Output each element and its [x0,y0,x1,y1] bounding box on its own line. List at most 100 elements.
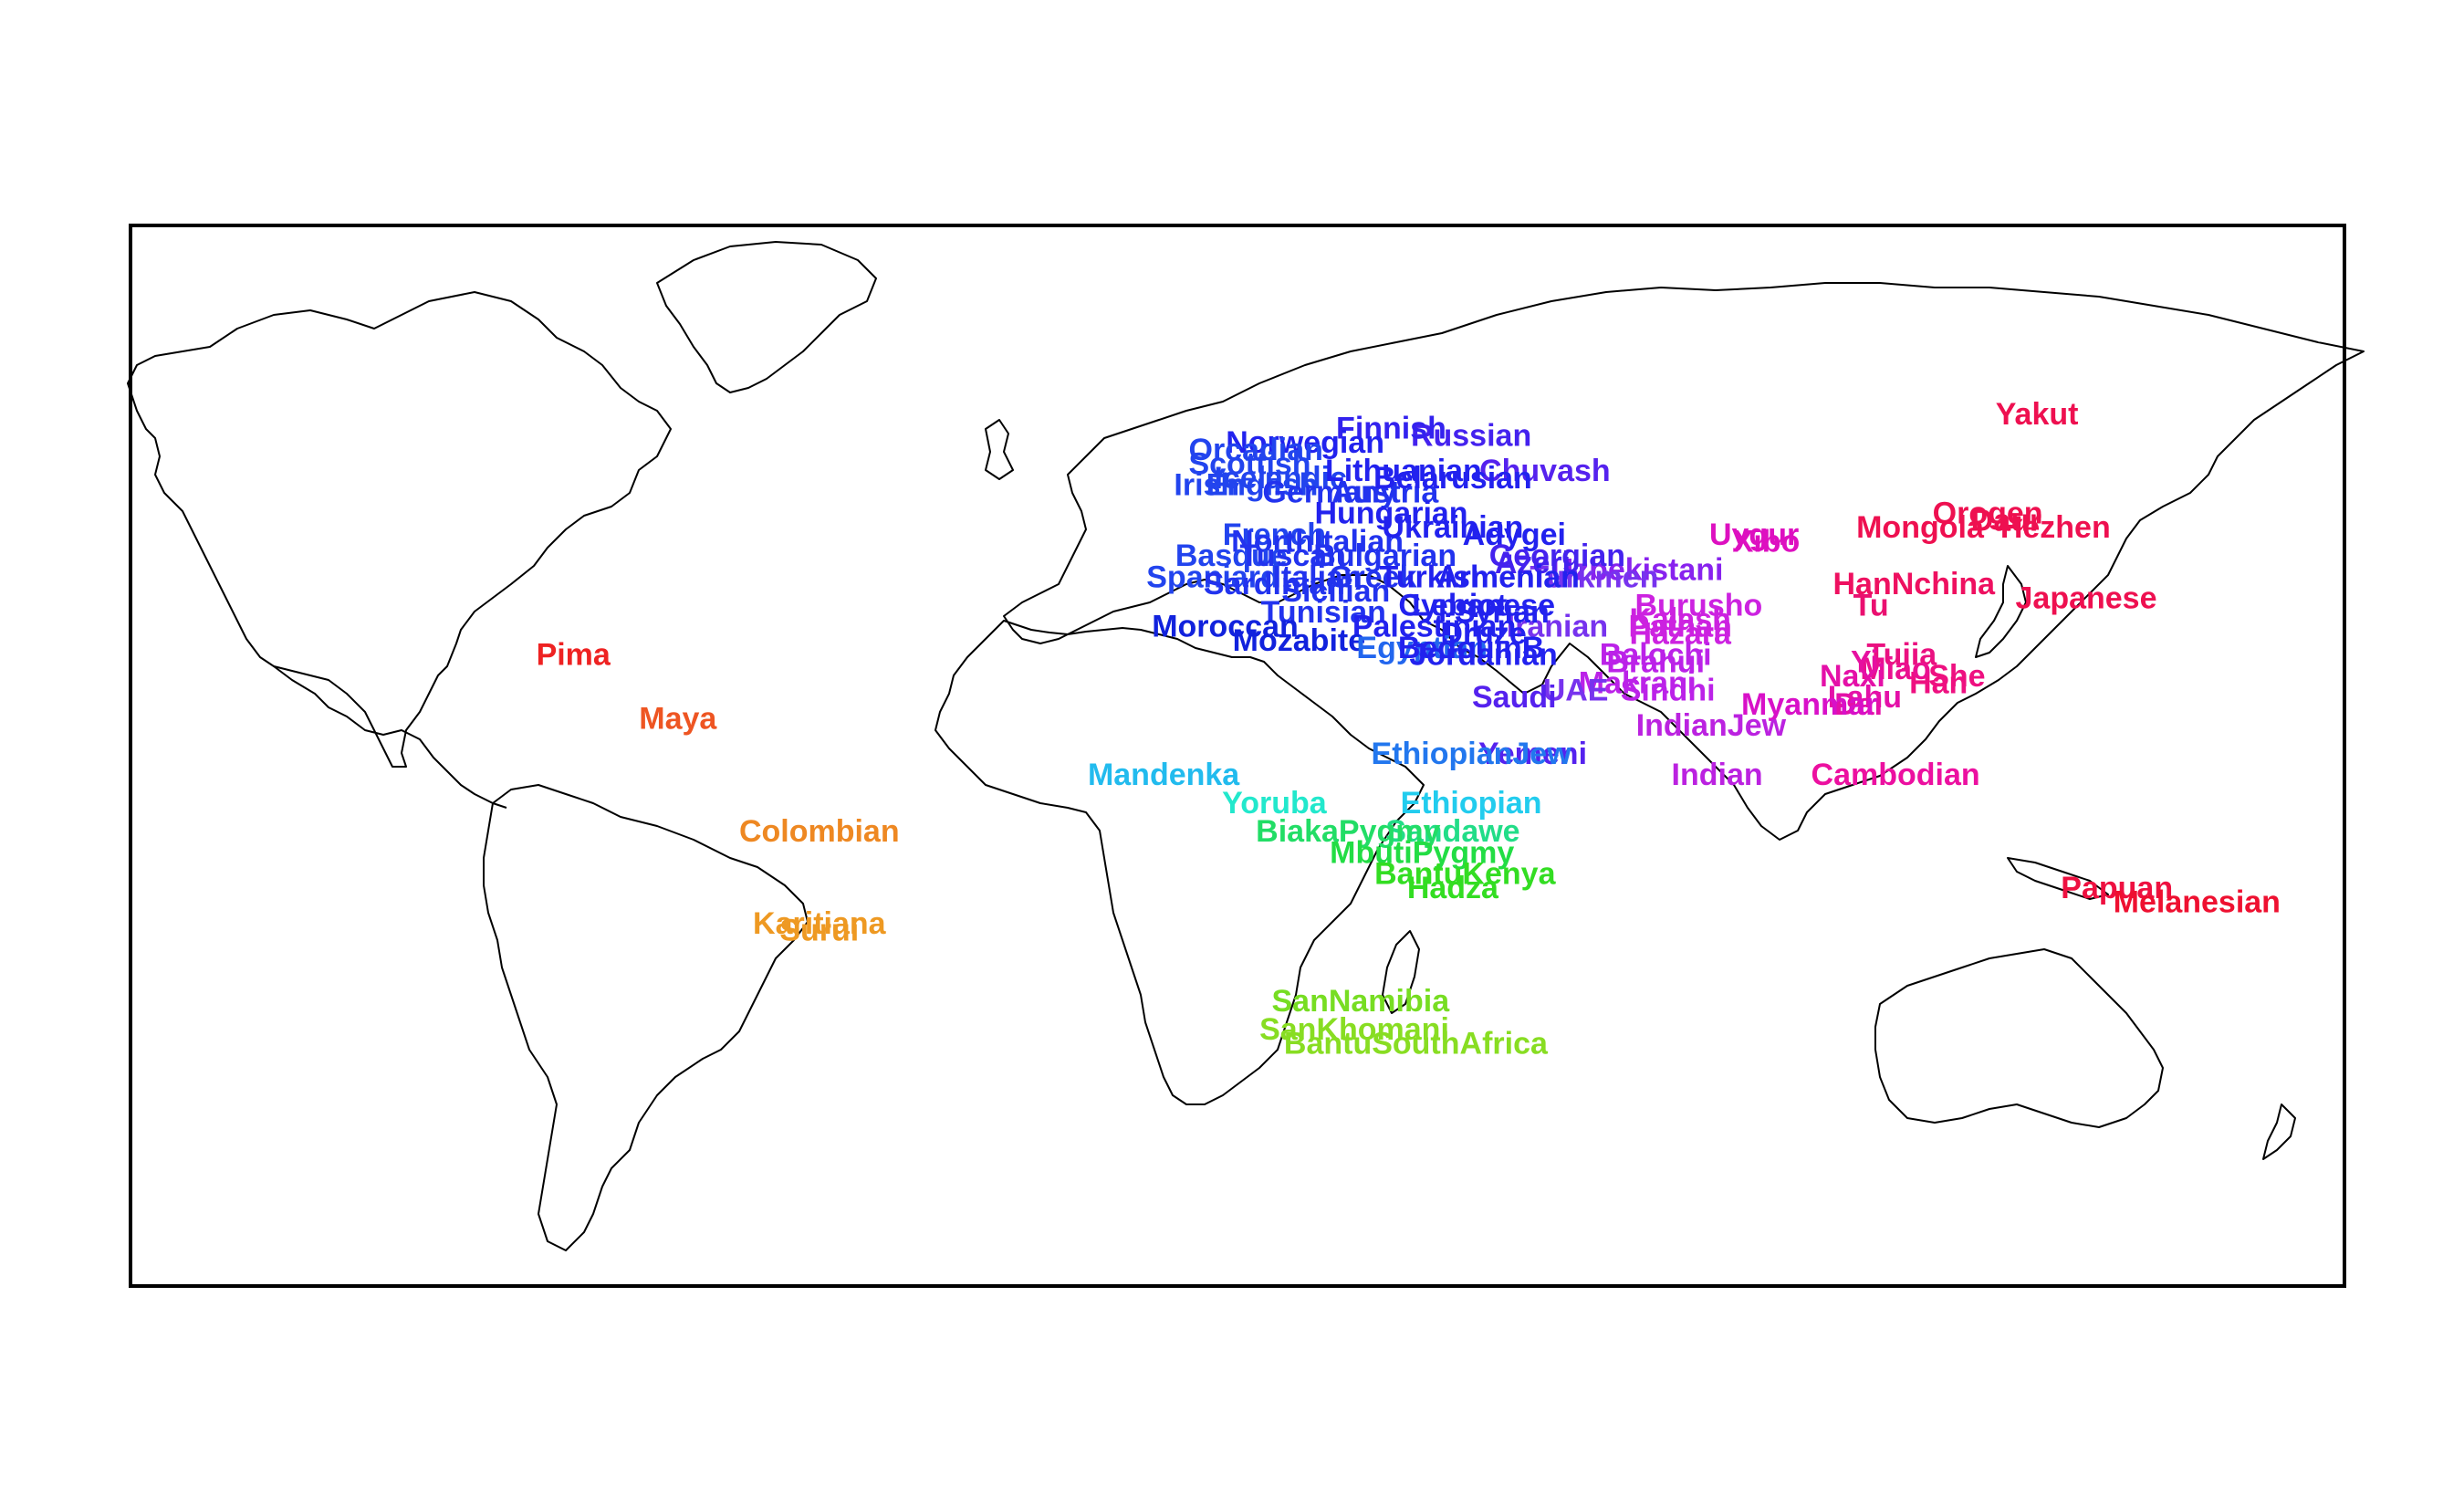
population-label-sardinian: Sardinian [1204,567,1345,601]
coastline-central-america [273,665,507,809]
population-label-colombian: Colombian [739,814,900,849]
population-label-druze: Druze [1440,616,1526,651]
population-label-basque: Basque [1175,539,1288,573]
population-label-georgian: Georgian [1489,539,1625,573]
population-label-austria: Austria [1331,475,1439,509]
coastline-north-america [127,291,672,768]
population-label-hezhen: Hezhen [2000,510,2111,545]
population-label-iranian: Iranian [1507,610,1608,644]
population-label-cambodian: Cambodian [1811,758,1980,792]
population-label-turkmen: Turkmen [1530,560,1658,594]
population-label-syrian: Syrian [1455,595,1550,630]
population-label-sicilian: Sicilian [1281,574,1390,609]
population-label-dai: Dai [1834,687,1883,722]
population-label-mandenka: Mandenka [1088,758,1240,792]
population-label-ukrainian: Ukrainian [1382,510,1523,545]
population-label-ethiopianjew: EthiopianJew [1372,737,1572,771]
population-label-orogen: Orogen [1933,497,2043,531]
population-label-yoruba: Yoruba [1222,786,1328,821]
population-label-bantusouthafrica: BantuSouthAfrica [1284,1027,1549,1062]
population-label-miao: Miao [1860,652,1930,686]
population-labels: YakutMongolaOrogenDaurHezhenJapaneseHanN… [537,397,2281,1061]
coastline-australia [1874,948,2164,1128]
population-label-russian: Russian [1411,418,1531,453]
population-label-tujia: Tujia [1866,637,1937,672]
population-label-melanesian: Melanesian [2114,885,2281,920]
population-label-turkish: Turkish [1379,560,1488,594]
population-label-karitiana: Karitiana [753,906,887,941]
population-label-tu: Tu [1853,588,1889,622]
population-label-sankhomani: SanKhomani [1259,1012,1449,1047]
population-label-mbutipygmy: MbutiPygmy [1330,835,1514,870]
population-label-hannchina: HanNchina [1833,567,1997,601]
population-label-mongola: Mongola [1856,510,1985,545]
population-label-han: Han [1909,665,1968,700]
population-label-orcadian: Orcadian [1189,433,1323,467]
population-label-pima: Pima [537,637,611,672]
population-label-kalash: Kalash [1629,602,1731,637]
population-label-hungarian: Hungarian [1314,497,1467,531]
population-label-yemeni: Yemeni [1478,737,1587,771]
population-label-daur: Daur [1971,503,2041,538]
population-label-bedouinb: BedouinB [1398,631,1545,665]
population-label-english: English [1206,468,1319,503]
map-frame [129,224,2346,1288]
population-label-scottish: Scottish [1188,446,1310,481]
population-label-saudi: Saudi [1472,680,1557,715]
population-label-moroccan: Moroccan [1152,610,1299,644]
coastline-south-america [483,784,809,1251]
population-label-uygur: Uygur [1709,518,1799,552]
population-label-she: She [1928,659,1985,694]
population-label-uae: UAE [1543,673,1609,707]
population-label-greek: Greek [1329,560,1416,594]
coastline-japan [1975,565,2027,658]
coastline-madagascar [1382,930,1420,1014]
coastline-new-zealand [2262,1103,2296,1160]
population-label-indianjew: IndianJew [1636,708,1787,743]
population-label-burusho: Burusho [1635,588,1763,622]
coastline-british-isles [985,419,1014,480]
population-label-french: French [1223,518,1326,552]
population-label-indian: Indian [1672,758,1763,792]
population-label-tuscan: Tuscan [1239,539,1346,573]
population-label-xibo: Xibo [1733,525,1801,560]
population-label-icelandic: Icelandic [1214,461,1347,496]
population-label-lithuanian: Lithuanian [1325,454,1482,488]
population-label-yakut: Yakut [1996,397,2079,432]
coastline-africa [934,620,1425,1105]
population-label-pathan: Pathan [1629,610,1732,644]
population-label-finnish: Finnish [1336,412,1446,446]
population-label-bantukenya: BantuKenya [1374,857,1556,892]
population-label-balochi: Balochi [1600,637,1712,672]
population-label-yi: Yi [1851,644,1879,679]
population-label-northitalian: NorthItalian [1231,525,1404,560]
population-label-ethiopian: Ethiopian [1401,786,1542,821]
population-label-makrani: Makrani [1579,665,1697,700]
population-label-naxi: Naxi [1820,659,1885,694]
population-label-egyptian: Egyptian [1356,631,1488,665]
population-label-spaniard: Spaniard [1146,560,1279,594]
coastlines [127,241,2365,1251]
population-label-hazara: Hazara [1629,616,1732,651]
population-label-brahui: Brahui [1606,644,1705,679]
population-label-sandawe: Sandawe [1385,814,1519,849]
population-label-cypriot: Cypriot [1398,588,1507,622]
coastline-new-guinea [2007,857,2109,900]
population-label-italian: Italian [1272,560,1362,594]
population-label-hadza: Hadza [1407,871,1499,905]
population-label-biakapygmy: BiakaPygmy [1256,814,1440,849]
population-label-jordanian: Jordanian [1409,637,1557,672]
population-label-uzbekistani: Uzbekistani [1551,553,1724,588]
population-label-lebanese: Lebanese [1412,588,1555,622]
population-label-japanese: Japanese [2016,581,2157,616]
population-label-maya: Maya [639,701,717,736]
population-label-sannamibia: SanNamibia [1271,984,1450,1019]
population-label-palestinian: Palestinian [1352,610,1517,644]
coastline-greenland [656,241,877,393]
population-label-myanmar: Myanmar [1741,687,1877,722]
population-label-bulgarian: Bulgarian [1313,539,1456,573]
population-label-mozabite: Mozabite [1233,623,1365,658]
population-label-norwegian: Norwegian [1226,425,1384,460]
